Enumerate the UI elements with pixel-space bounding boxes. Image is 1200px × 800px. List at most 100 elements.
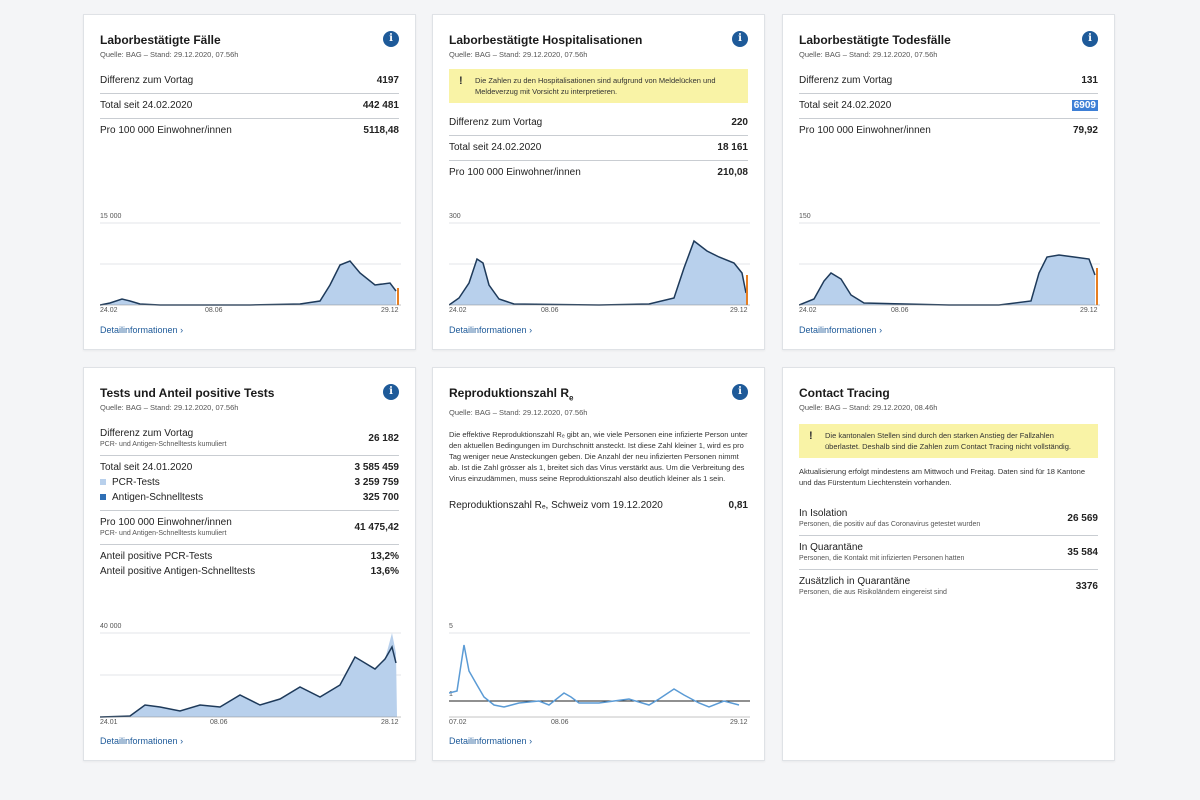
stat-row: Pro 100 000 Einwohner/innen 210,08 bbox=[449, 161, 748, 185]
stat-row: Total seit 24.02.2020 6909 bbox=[799, 94, 1098, 119]
cases-line bbox=[100, 260, 397, 306]
warning-note: ! Die Zahlen zu den Hospitalisationen sin… bbox=[449, 69, 748, 103]
chevron-right-icon: › bbox=[180, 736, 184, 746]
stat-row: Differenz zum Vortag PCR- und Antigen-Sch… bbox=[100, 422, 399, 456]
stat-value: 0,81 bbox=[728, 500, 748, 512]
stat-value: 35 584 bbox=[1067, 546, 1098, 558]
warning-icon: ! bbox=[459, 75, 463, 87]
stat-value: 41 475,42 bbox=[354, 521, 400, 533]
stat-value: 26 182 bbox=[368, 432, 399, 444]
card-source: Quelle: BAG – Stand: 29.12.2020, 08.46h bbox=[799, 403, 938, 412]
stat-value: 442 481 bbox=[362, 100, 399, 111]
stat-row: Reproduktionszahl Rₑ, Schweiz vom 19.12.… bbox=[449, 494, 748, 518]
stat-value: 13,6% bbox=[370, 566, 399, 577]
stat-label: Pro 100 000 Einwohner/innen bbox=[799, 125, 931, 136]
detail-link[interactable]: Detailinformationen › bbox=[449, 325, 532, 335]
y-tick-label: 300 bbox=[449, 213, 461, 220]
warning-text: Die Zahlen zu den Hospitalisationen sind… bbox=[475, 76, 716, 96]
stat-value: 3 585 459 bbox=[354, 462, 400, 473]
cases-chart[interactable]: 15 000 24.02 08.06 29.12 bbox=[100, 213, 401, 321]
chevron-right-icon: › bbox=[529, 325, 533, 335]
card-cases: Laborbestätigte Fälle Quelle: BAG – Stan… bbox=[83, 14, 416, 350]
stat-label: Pro 100 000 Einwohner/innen bbox=[100, 517, 232, 528]
hospitalisations-chart[interactable]: 300 24.02 08.06 29.12 bbox=[449, 213, 750, 321]
info-icon[interactable]: i bbox=[732, 384, 748, 400]
deaths-chart[interactable]: 150 24.02 08.06 29.12 bbox=[799, 213, 1100, 321]
info-icon[interactable]: i bbox=[1082, 31, 1098, 47]
x-tick-label: 08.06 bbox=[891, 307, 909, 314]
stat-label: Zusätzlich in Quarantäne bbox=[799, 576, 911, 587]
stat-label: Differenz zum Vortag bbox=[100, 75, 194, 86]
card-title-subscript: e bbox=[569, 393, 574, 403]
stat-label: Differenz zum Vortag bbox=[799, 75, 893, 86]
stat-value-selected: 6909 bbox=[1071, 100, 1098, 111]
chevron-right-icon: › bbox=[529, 736, 533, 746]
info-icon[interactable]: i bbox=[732, 31, 748, 47]
stat-row: Differenz zum Vortag 4197 bbox=[100, 69, 399, 94]
deaths-area bbox=[799, 255, 1095, 305]
card-source: Quelle: BAG – Stand: 29.12.2020, 07.56h bbox=[100, 50, 239, 59]
description-text: Die effektive Reproduktionszahl Rₑ gibt … bbox=[449, 430, 748, 484]
y-tick-label: 1 bbox=[449, 691, 453, 698]
y-tick-label: 40 000 bbox=[100, 623, 122, 630]
stat-row: In Isolation Personen, die positiv auf da… bbox=[799, 502, 1098, 536]
detail-link[interactable]: Detailinformationen › bbox=[799, 325, 882, 335]
tests-line bbox=[100, 645, 397, 718]
detail-link[interactable]: Detailinformationen › bbox=[100, 736, 183, 746]
card-title: Laborbestätigte Hospitalisationen bbox=[449, 33, 643, 47]
stat-row: Total seit 24.02.2020 18 161 bbox=[449, 136, 748, 161]
x-tick-label: 08.06 bbox=[210, 719, 228, 726]
stat-row: Pro 100 000 Einwohner/innen PCR- und Anti… bbox=[100, 511, 399, 545]
card-title: Contact Tracing bbox=[799, 386, 890, 400]
stat-label: Total seit 24.02.2020 bbox=[799, 100, 892, 111]
detail-link-label: Detailinformationen bbox=[449, 736, 527, 746]
card-deaths: Laborbestätigte Todesfälle Quelle: BAG –… bbox=[782, 14, 1115, 350]
warning-note: ! Die kantonalen Stellen sind durch den s… bbox=[799, 424, 1098, 458]
stat-label: Total seit 24.02.2020 bbox=[100, 100, 193, 111]
stat-label: Antigen-Schnelltests bbox=[112, 492, 204, 503]
x-tick-label: 29.12 bbox=[1080, 307, 1098, 314]
tests-chart[interactable]: 40 000 24.01 08.06 28.12 bbox=[100, 623, 401, 733]
card-title-text: Reproduktionszahl R bbox=[449, 386, 570, 400]
detail-link-label: Detailinformationen bbox=[799, 325, 877, 335]
x-tick-label: 29.12 bbox=[730, 719, 748, 726]
x-tick-label: 24.02 bbox=[100, 307, 118, 314]
stat-sublabel: Personen, die aus Risikoländern eingerei… bbox=[799, 589, 947, 596]
hospitalisations-line bbox=[449, 239, 747, 306]
stat-value: 325 700 bbox=[362, 492, 399, 503]
pcr-legend-icon bbox=[100, 479, 106, 486]
x-tick-label: 08.06 bbox=[205, 307, 223, 314]
stat-label: Pro 100 000 Einwohner/innen bbox=[100, 125, 232, 136]
card-source: Quelle: BAG – Stand: 29.12.2020, 07.56h bbox=[449, 408, 588, 418]
detail-link-label: Detailinformationen bbox=[449, 325, 527, 335]
x-tick-label: 24.01 bbox=[100, 719, 118, 726]
warning-icon: ! bbox=[809, 430, 813, 442]
info-icon[interactable]: i bbox=[383, 384, 399, 400]
stat-value: 18 161 bbox=[717, 142, 748, 153]
x-tick-label: 08.06 bbox=[541, 307, 559, 314]
stat-sublabel: PCR- und Antigen-Schnelltests kumuliert bbox=[100, 530, 227, 537]
reproduction-chart[interactable]: 5 1 07.02 08.06 29.12 bbox=[449, 623, 750, 733]
x-tick-label: 28.12 bbox=[381, 719, 399, 726]
stat-label: Reproduktionszahl Rₑ, Schweiz vom 19.12.… bbox=[449, 500, 663, 512]
stat-value: 5118,48 bbox=[363, 125, 399, 136]
stat-row: Pro 100 000 Einwohner/innen 5118,48 bbox=[100, 119, 399, 143]
card-source: Quelle: BAG – Stand: 29.12.2020, 07.56h bbox=[799, 50, 938, 59]
stat-sublabel: Personen, die positiv auf das Coronaviru… bbox=[799, 521, 981, 528]
card-hospitalisations: Laborbestätigte Hospitalisationen Quelle… bbox=[432, 14, 765, 350]
x-tick-label: 24.02 bbox=[799, 307, 817, 314]
stat-row: Differenz zum Vortag 220 bbox=[449, 111, 748, 136]
x-tick-label: 07.02 bbox=[449, 719, 467, 726]
stat-label: Total seit 24.02.2020 bbox=[449, 142, 542, 153]
detail-link[interactable]: Detailinformationen › bbox=[449, 736, 532, 746]
stat-value: 3 259 759 bbox=[354, 477, 400, 488]
card-title: Laborbestätigte Todesfälle bbox=[799, 33, 951, 47]
detail-link[interactable]: Detailinformationen › bbox=[100, 325, 183, 335]
card-title: Reproduktionszahl Re bbox=[449, 386, 748, 405]
info-icon[interactable]: i bbox=[383, 31, 399, 47]
antigen-legend-icon bbox=[100, 494, 106, 501]
stat-value: 210,08 bbox=[717, 167, 748, 178]
y-tick-label: 150 bbox=[799, 213, 811, 220]
warning-text: Die kantonalen Stellen sind durch den st… bbox=[825, 431, 1071, 451]
card-contact-tracing: Contact Tracing Quelle: BAG – Stand: 29.… bbox=[782, 367, 1115, 761]
